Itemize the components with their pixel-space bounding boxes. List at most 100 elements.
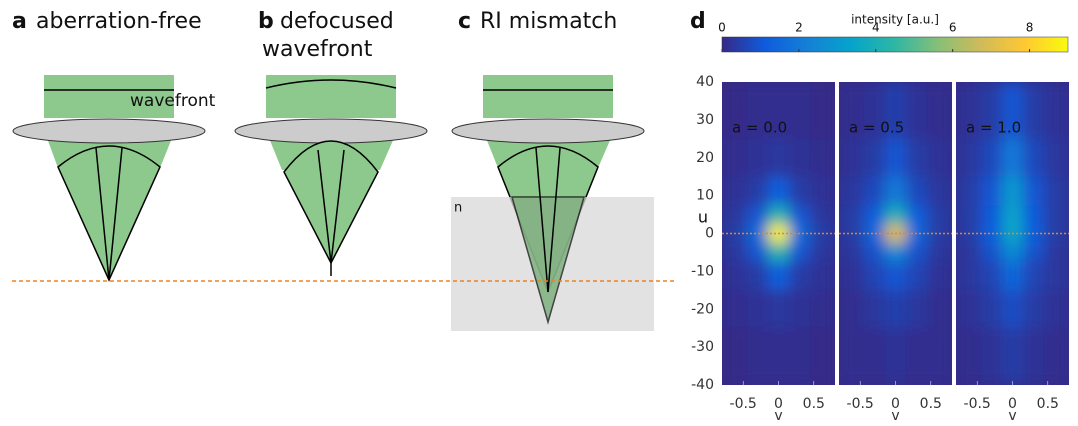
x-axis-label: v [891, 408, 899, 422]
x-tick-label: -0.5 [964, 396, 991, 412]
x-axis-label: v [774, 408, 782, 422]
heatmap-cell [839, 139, 864, 177]
y-tick-label: 0 [705, 226, 714, 242]
heatmap-cell [885, 139, 906, 177]
heatmap-cell [747, 243, 768, 262]
y-tick-label: -40 [691, 377, 714, 393]
heatmap-cell [747, 290, 768, 328]
heatmap-cell [1002, 243, 1023, 262]
heatmap-cell [1044, 243, 1069, 262]
x-tick-label: 0.5 [1037, 396, 1059, 412]
heatmap-cell [927, 82, 952, 139]
heatmap-cell [981, 243, 1002, 262]
heatmap-cell [885, 243, 906, 262]
heatmap-cell [768, 205, 789, 224]
heatmap-cell [906, 328, 927, 385]
diagram-b [235, 75, 427, 276]
heatmap-cell [864, 139, 885, 177]
colorbar-tick-label: 0 [718, 21, 726, 35]
heatmap-cell [927, 290, 952, 328]
subplot-label: a = 1.0 [966, 119, 1021, 137]
heatmap-cell [810, 205, 835, 224]
heatmap-cell [927, 243, 952, 262]
heatmap-cell [1044, 82, 1069, 139]
heatmap-cell [789, 177, 810, 205]
heatmap-cell [768, 139, 789, 177]
y-tick-label: 30 [696, 112, 714, 128]
heatmap-cell [747, 328, 768, 385]
heatmap-cell [981, 262, 1002, 290]
heatmap-cell [981, 205, 1002, 224]
panel-title: defocused [280, 9, 394, 34]
heatmap-cell [927, 262, 952, 290]
heatmap-cell [839, 243, 864, 262]
heatmap-cell [956, 328, 981, 385]
heatmap-cell [768, 290, 789, 328]
heatmap-cell [864, 328, 885, 385]
heatmap-cell [810, 82, 835, 139]
colorbar-tick-label: 6 [949, 21, 957, 35]
heatmap-cell [927, 177, 952, 205]
heatmap-cell [981, 328, 1002, 385]
y-tick-label: -20 [691, 301, 714, 317]
panel-letter: d [690, 9, 706, 34]
heatmap-cell [810, 177, 835, 205]
heatmap-cell [789, 205, 810, 224]
panel-title: aberration-free [36, 9, 202, 34]
heatmap-cell [927, 139, 952, 177]
heatmap-cell [1023, 82, 1044, 139]
x-tick-label: 0.5 [803, 396, 825, 412]
heatmap-cell [956, 243, 981, 262]
heatmap-cell [722, 328, 747, 385]
colorbar-tick-label: 2 [795, 21, 803, 35]
heatmap-cell [864, 177, 885, 205]
subplot-label: a = 0.5 [849, 119, 904, 137]
heatmap-cell [722, 139, 747, 177]
y-tick-label: -10 [691, 263, 714, 279]
x-axis-label: v [1008, 408, 1016, 422]
n-label: n [454, 201, 462, 216]
y-tick-label: 10 [696, 188, 714, 204]
heatmap-cell [722, 243, 747, 262]
heatmap-cell [839, 262, 864, 290]
heatmap-cell [768, 262, 789, 290]
heatmap-cell [810, 290, 835, 328]
heatmap-cell [1002, 139, 1023, 177]
subplot-label: a = 0.0 [732, 119, 787, 137]
heatmap-cell [956, 139, 981, 177]
colorbar-label: intensity [a.u.] [851, 13, 939, 27]
y-axis-label: u [698, 208, 708, 227]
heatmap-cell [927, 328, 952, 385]
heatmap-cell [906, 82, 927, 139]
panel-title: wavefront [262, 37, 373, 62]
heatmap-cell [789, 139, 810, 177]
heatmap-cell [810, 328, 835, 385]
heatmap-cell [768, 177, 789, 205]
heatmap-cell [956, 262, 981, 290]
heatmap-cell [747, 139, 768, 177]
heatmap-cell [1044, 205, 1069, 224]
heatmap-cell [1044, 139, 1069, 177]
heatmap-cell [981, 177, 1002, 205]
heatmap-cell [956, 177, 981, 205]
heatmap-cell [864, 290, 885, 328]
heatmap-cell [747, 224, 768, 243]
heatmap-cell [1023, 177, 1044, 205]
heatmap-cell [1023, 243, 1044, 262]
heatmap-cell [768, 243, 789, 262]
heatmap-cell [789, 262, 810, 290]
heatmap-cell [789, 328, 810, 385]
y-tick-label: -30 [691, 339, 714, 355]
heatmap-cell [1044, 290, 1069, 328]
heatmap-cell [839, 205, 864, 224]
panel-letter: a [12, 9, 27, 34]
heatmap-cell [864, 224, 885, 243]
heatmap-cell [1023, 290, 1044, 328]
heatmap-cell [1002, 328, 1023, 385]
heatmap-cell [1023, 328, 1044, 385]
heatmap-cell [981, 224, 1002, 243]
heatmap-cell [906, 205, 927, 224]
panel-letter: b [258, 9, 274, 34]
heatmap-cell [1023, 262, 1044, 290]
heatmap-cell [906, 290, 927, 328]
